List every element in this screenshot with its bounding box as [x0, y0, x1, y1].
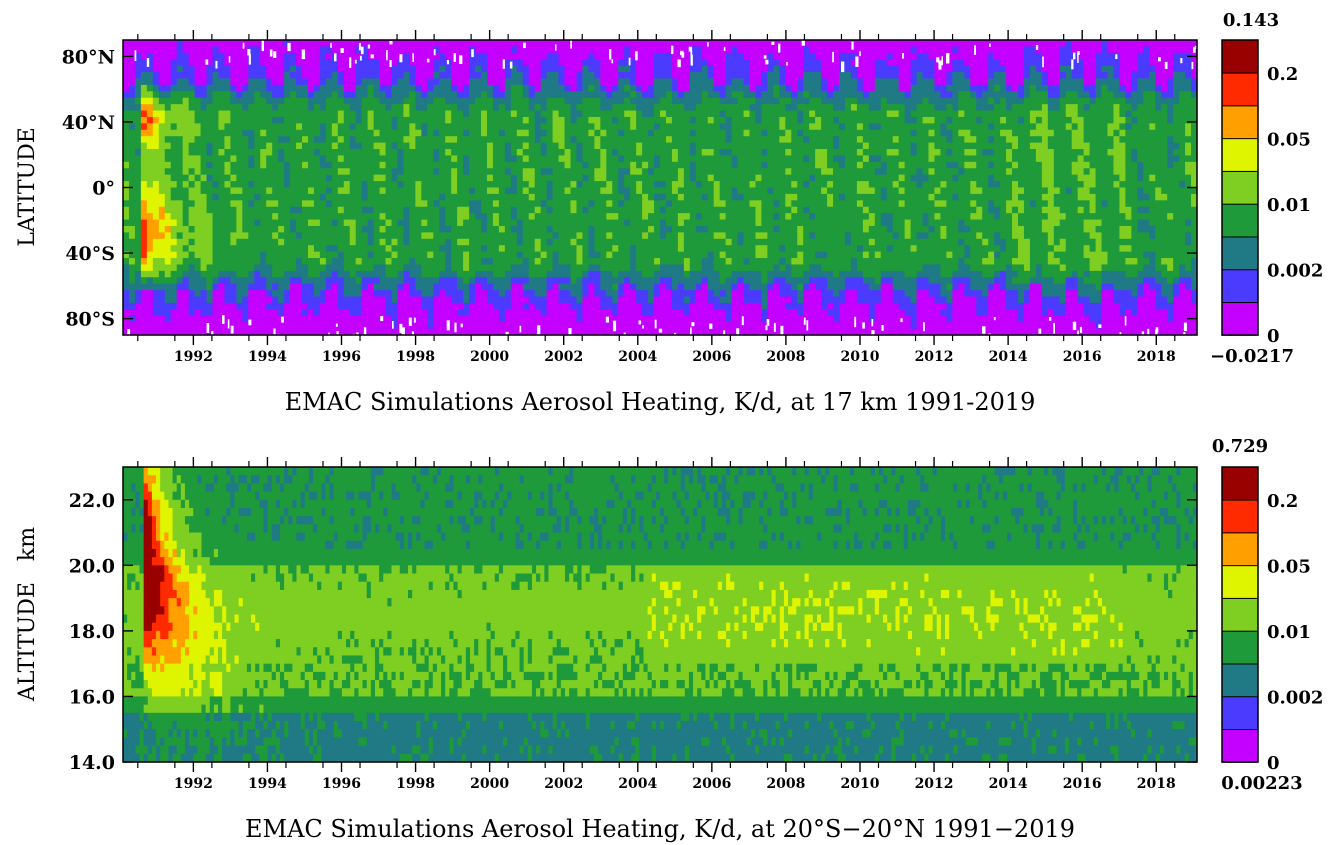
colorbar-level-label: 0.05 [1267, 556, 1311, 577]
heatmap-field [123, 40, 1198, 343]
colorbar-swatch [1221, 301, 1259, 336]
y-tick-label: 20.0 [69, 555, 115, 577]
x-tick-label: 2016 [1063, 349, 1102, 365]
heatmap-field [123, 467, 1198, 763]
y-tick-label: 14.0 [69, 752, 115, 774]
colorbar-frame [1221, 466, 1259, 763]
colorbar-swatch [1221, 499, 1259, 534]
colorbar-swatch [1221, 466, 1259, 501]
colorbar-swatch [1221, 630, 1259, 665]
x-tick-label: 2010 [841, 349, 880, 365]
panel-altitude-heating: 1992 1994 1996 1998 2000 2002 2004 2006 2008 2010… [15, 436, 1323, 843]
y-axis-label: LATITUDE [15, 127, 40, 247]
y-tick-label: 40°S [65, 243, 115, 265]
x-tick-label: 1994 [248, 776, 287, 792]
colorbar-swatch [1221, 695, 1259, 731]
colorbar-swatch [1221, 203, 1259, 238]
x-tick-label: 1994 [248, 349, 287, 365]
x-tick-label: 1998 [396, 349, 435, 365]
x-tick-label: 1996 [322, 349, 361, 365]
colorbar-level-label: 0.01 [1267, 195, 1311, 216]
colorbar-swatch [1221, 137, 1259, 172]
y-tick-label: 0° [92, 178, 115, 200]
y-tick-label: 16.0 [69, 686, 115, 708]
colorbar-max-label: 0.143 [1223, 10, 1279, 31]
colorbar-min-label: −0.0217 [1210, 346, 1294, 367]
y-axis: 80°N 40°N 0° 40°S 80°S [62, 46, 1197, 331]
colorbar-level-label: 0.01 [1267, 622, 1311, 643]
colorbar-swatch [1221, 564, 1259, 599]
panel-latitude-heating: 1992 1994 1996 1998 2000 2002 2004 2006 2008 2010… [15, 10, 1323, 416]
colorbar-level-label: 0.002 [1267, 687, 1323, 708]
colorbar-swatch [1221, 663, 1259, 698]
x-tick-label: 2002 [544, 349, 583, 365]
colorbar-level-label: 0 [1267, 753, 1280, 774]
colorbar-swatch [1221, 39, 1259, 74]
colorbar-level-label: 0 [1267, 326, 1280, 347]
colorbar-swatch [1221, 532, 1259, 567]
x-tick-label: 1996 [322, 776, 361, 792]
x-tick-label: 2012 [915, 776, 954, 792]
colorbar-level-label: 0.05 [1267, 129, 1311, 150]
x-tick-label: 2018 [1137, 349, 1176, 365]
y-axis-label: ALTITUDE km [15, 527, 40, 702]
x-tick-label: 2012 [915, 349, 954, 365]
x-tick-label: 2000 [470, 349, 509, 365]
y-tick-label: 18.0 [69, 621, 115, 643]
colorbar-swatch [1221, 170, 1259, 205]
colorbar: 0 0.002 0.01 0.05 0.2 [1221, 466, 1323, 774]
y-axis: 22.0 20.0 18.0 16.0 14.0 [69, 490, 1197, 774]
x-tick-label: 2004 [618, 776, 657, 792]
x-tick-label: 2000 [470, 776, 509, 792]
x-tick-label: 2008 [766, 349, 805, 365]
x-tick-label: 2010 [841, 776, 880, 792]
x-tick-label: 1992 [174, 349, 213, 365]
colorbar-level-label: 0.2 [1267, 491, 1298, 512]
colorbar-swatch [1221, 728, 1259, 763]
y-tick-label: 80°S [65, 309, 115, 331]
x-tick-label: 2006 [692, 776, 731, 792]
x-tick-label: 2014 [989, 349, 1028, 365]
colorbar-min-label: 0.00223 [1221, 773, 1302, 794]
chart-title: EMAC Simulations Aerosol Heating, K/d, a… [245, 815, 1075, 843]
x-tick-label: 2008 [766, 776, 805, 792]
colorbar-level-label: 0.2 [1267, 64, 1298, 85]
colorbar-max-label: 0.729 [1212, 436, 1268, 457]
colorbar: 0 0.002 0.01 0.05 0.2 [1221, 39, 1323, 347]
colorbar-swatch [1221, 268, 1259, 304]
x-tick-label: 2004 [618, 349, 657, 365]
chart-title: EMAC Simulations Aerosol Heating, K/d, a… [285, 388, 1036, 416]
y-tick-label: 80°N [62, 46, 115, 68]
x-tick-label: 1998 [396, 776, 435, 792]
colorbar-swatch [1221, 597, 1259, 632]
x-axis: 1992 1994 1996 1998 2000 2002 2004 2006 2008 2010… [137, 30, 1176, 365]
colorbar-swatch [1221, 105, 1259, 140]
colorbar-level-label: 0.002 [1267, 260, 1323, 281]
y-tick-label: 22.0 [69, 490, 115, 512]
x-tick-label: 2018 [1137, 776, 1176, 792]
x-axis: 1992 1994 1996 1998 2000 2002 2004 2006 2008 2010… [137, 457, 1176, 792]
colorbar-frame [1221, 39, 1259, 336]
x-tick-label: 2016 [1063, 776, 1102, 792]
x-tick-label: 2014 [989, 776, 1028, 792]
x-tick-label: 2002 [544, 776, 583, 792]
x-tick-label: 2006 [692, 349, 731, 365]
y-tick-label: 40°N [62, 112, 115, 134]
colorbar-swatch [1221, 72, 1259, 107]
x-tick-label: 1992 [174, 776, 213, 792]
plot-frame [122, 466, 1198, 763]
colorbar-swatch [1221, 236, 1259, 271]
